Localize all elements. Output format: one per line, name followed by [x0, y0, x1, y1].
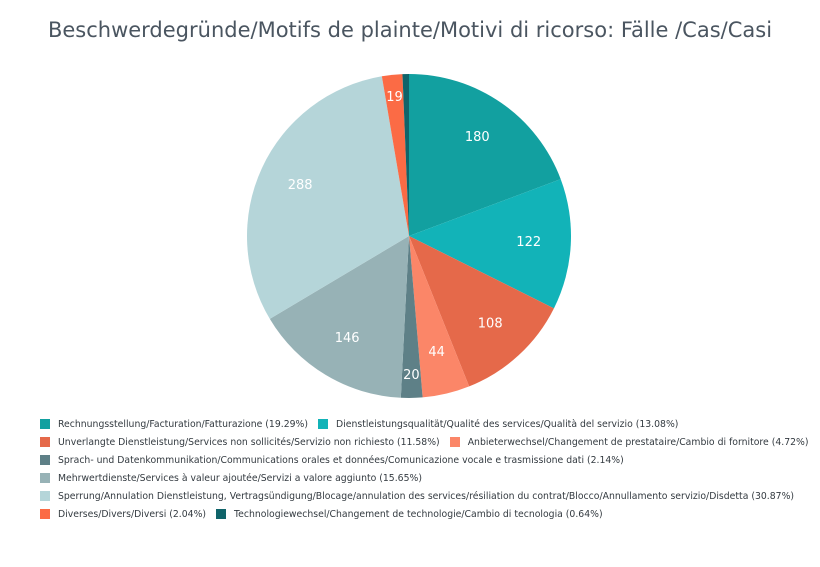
pie-slice[interactable] — [409, 236, 554, 387]
pie-slice[interactable] — [247, 76, 409, 319]
slice-value-label: 19 — [386, 90, 403, 105]
legend-label: Diverses/Divers/Diversi (2.04%) — [58, 508, 207, 520]
legend-item[interactable]: Technologiewechsel/Changement de technol… — [216, 509, 603, 520]
legend-row: Mehrwertdienste/Services à valeur ajouté… — [40, 469, 810, 487]
legend-label: Rechnungsstellung/Facturation/Fatturazio… — [58, 418, 308, 430]
legend-label: Sprach- und Datenkommunikation/Communica… — [58, 454, 624, 466]
legend-item[interactable]: Sprach- und Datenkommunikation/Communica… — [40, 455, 624, 466]
pie-slice[interactable] — [402, 74, 409, 236]
pie-slice[interactable] — [400, 236, 423, 398]
chart-legend: Rechnungsstellung/Facturation/Fatturazio… — [40, 415, 810, 523]
legend-swatch — [216, 509, 227, 519]
legend-swatch — [40, 455, 50, 465]
legend-item[interactable]: Diverses/Divers/Diversi (2.04%) — [40, 509, 206, 520]
legend-swatch — [449, 437, 460, 447]
legend-label: Technologiewechsel/Changement de technol… — [234, 508, 603, 520]
legend-item[interactable]: Rechnungsstellung/Facturation/Fatturazio… — [40, 419, 308, 430]
slice-value-label: 108 — [478, 317, 503, 332]
legend-swatch — [40, 491, 50, 501]
legend-swatch — [40, 419, 50, 429]
legend-swatch — [318, 419, 328, 429]
legend-swatch — [40, 473, 50, 483]
legend-row: Unverlangte Dienstleistung/Services non … — [40, 433, 810, 451]
legend-item[interactable]: Sperrung/Annulation Dienstleistung, Vert… — [40, 491, 794, 502]
pie-slice[interactable] — [409, 236, 470, 398]
pie-slice[interactable] — [269, 236, 409, 398]
legend-label: Dienstleistungsqualität/Qualité des serv… — [336, 418, 679, 430]
slice-value-label: 288 — [288, 178, 313, 193]
chart-title: Beschwerdegründe/Motifs de plainte/Motiv… — [47, 18, 773, 42]
pie-slice[interactable] — [381, 74, 409, 236]
pie-chart: 180 122 108 44 20 146 288 19 — [247, 74, 571, 398]
slice-value-label: 146 — [335, 331, 360, 346]
legend-label: Unverlangte Dienstleistung/Services non … — [58, 436, 440, 448]
legend-item[interactable]: Mehrwertdienste/Services à valeur ajouté… — [40, 473, 422, 484]
legend-swatch — [40, 437, 50, 447]
slice-value-label: 44 — [428, 345, 445, 360]
legend-swatch — [40, 509, 50, 519]
legend-item[interactable]: Dienstleistungsqualität/Qualité des serv… — [318, 419, 678, 430]
legend-item[interactable]: Anbieterwechsel/Changement de prestatair… — [449, 436, 809, 448]
legend-label: Anbieterwechsel/Changement de prestatair… — [467, 436, 809, 448]
legend-row: Sprach- und Datenkommunikation/Communica… — [40, 451, 810, 469]
pie-slice[interactable] — [409, 179, 571, 309]
legend-item[interactable]: Unverlangte Dienstleistung/Services non … — [40, 437, 440, 448]
legend-row: Rechnungsstellung/Facturation/Fatturazio… — [40, 415, 810, 433]
slice-value-label: 122 — [516, 235, 541, 250]
legend-row: Diverses/Divers/Diversi (2.04%) Technolog… — [40, 505, 810, 523]
slice-value-label: 20 — [403, 368, 420, 383]
legend-row: Sperrung/Annulation Dienstleistung, Vert… — [40, 487, 810, 505]
pie-slice[interactable] — [409, 74, 561, 236]
legend-label: Sperrung/Annulation Dienstleistung, Vert… — [58, 490, 795, 502]
slice-value-label: 180 — [465, 130, 490, 145]
legend-label: Mehrwertdienste/Services à valeur ajouté… — [58, 472, 422, 484]
